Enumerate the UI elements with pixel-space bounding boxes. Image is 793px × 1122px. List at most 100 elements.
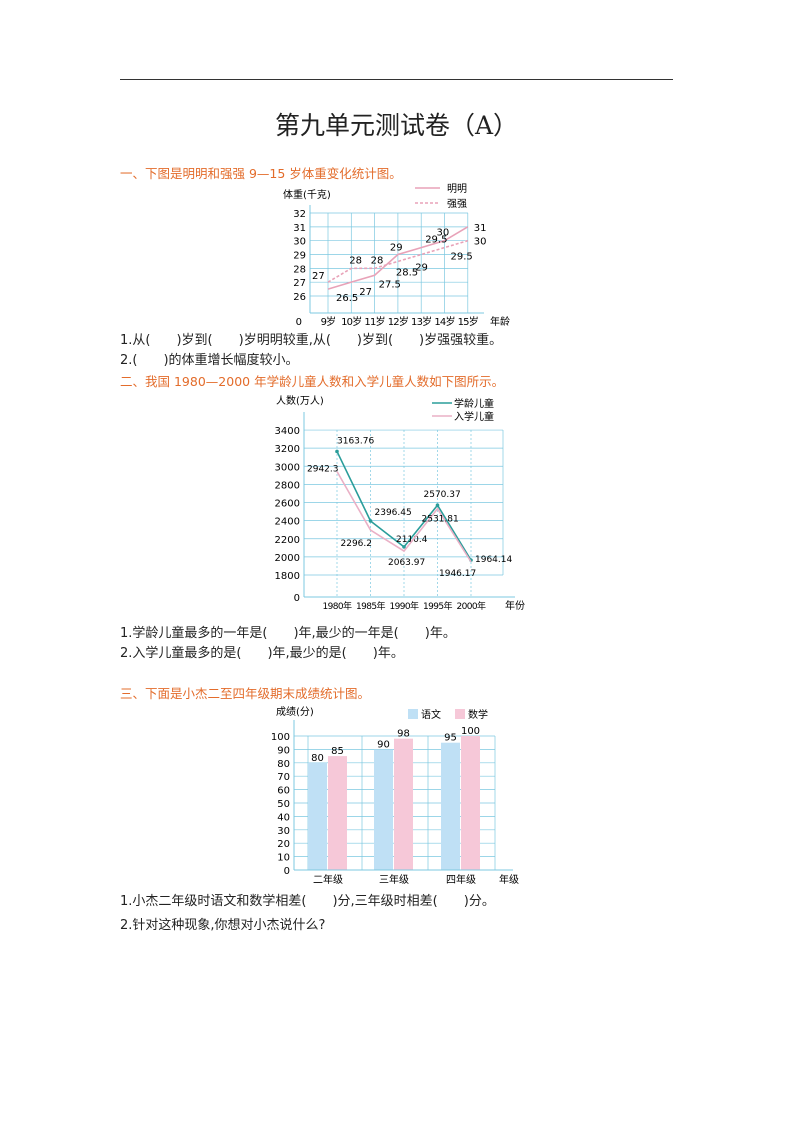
- header-rule: [120, 79, 673, 80]
- x-axis-label: 年级: [499, 873, 519, 886]
- legend-label: 学龄儿童: [454, 397, 494, 410]
- data-label: 27.5: [379, 279, 401, 290]
- data-label: 31: [474, 223, 487, 234]
- y-tick-label: 2600: [275, 499, 300, 510]
- y-tick-label: 26: [293, 292, 306, 303]
- legend-label: 强强: [447, 198, 467, 210]
- data-label: 2296.2: [341, 539, 373, 549]
- section-2-question-1: 1.学龄儿童最多的一年是( )年,最少的一年是( )年。: [120, 626, 456, 641]
- y-tick-label: 50: [277, 799, 290, 810]
- section-2-question-2: 2.入学儿童最多的是( )年,最少的是( )年。: [120, 646, 404, 661]
- x-tick-label: 三年级: [379, 873, 409, 886]
- data-label: 27: [312, 271, 325, 282]
- series-line-强强: [327, 239, 469, 283]
- y-tick-label: 29: [293, 251, 306, 262]
- data-label: 29: [415, 263, 428, 274]
- x-tick-label: 1985年: [356, 600, 386, 612]
- legend-label: 入学儿童: [454, 410, 494, 423]
- y-tick-label: 2000: [275, 553, 300, 564]
- origin-label: 0: [296, 317, 302, 328]
- section-1-question-1: 1.从( )岁到( )岁明明较重,从( )岁到( )岁强强较重。: [120, 333, 503, 348]
- y-tick-label: 80: [277, 759, 290, 770]
- data-label: 2570.37: [424, 490, 461, 500]
- section-3-heading: 三、下面是小杰二至四年级期末成绩统计图。: [120, 686, 371, 701]
- x-tick-label: 14岁: [434, 315, 454, 328]
- data-label: 90: [377, 739, 390, 750]
- data-point: [368, 519, 373, 523]
- data-label: 3163.76: [337, 436, 374, 446]
- y-tick-label: 3200: [275, 444, 300, 455]
- y-tick-label: 28: [293, 264, 306, 275]
- section-3-question-2: 2.针对这种现象,你想对小杰说什么?: [120, 918, 326, 933]
- data-label: 26.5: [336, 293, 358, 304]
- bar-数学: [461, 736, 480, 870]
- y-tick-label: 2400: [275, 517, 300, 528]
- x-tick-label: 9岁: [321, 315, 336, 328]
- y-tick-label: 70: [277, 772, 290, 783]
- data-label: 1946.17: [439, 569, 476, 579]
- y-axis-label: 人数(万人): [276, 394, 324, 407]
- y-tick-label: 30: [293, 237, 306, 248]
- x-axis-label: 年龄: [490, 315, 510, 328]
- data-label: 2942.3: [307, 465, 339, 475]
- y-tick-label: 100: [271, 732, 290, 743]
- section-2-heading: 二、我国 1980—2000 年学龄儿童人数和入学儿童人数如下图所示。: [120, 374, 505, 389]
- data-point: [335, 449, 339, 454]
- y-tick-label: 3000: [275, 462, 300, 473]
- data-label: 28: [349, 255, 362, 266]
- bar-数学: [394, 738, 413, 870]
- data-label: 30: [437, 228, 450, 239]
- section-1-question-2: 2.( )的体重增长幅度较小。: [120, 353, 299, 368]
- x-tick-label: 1990年: [390, 600, 420, 612]
- data-label: 28.5: [396, 267, 418, 278]
- series-line-明明: [327, 226, 469, 290]
- data-label: 27: [359, 287, 372, 298]
- y-tick-label: 2200: [275, 535, 300, 546]
- data-label: 29.5: [451, 252, 473, 263]
- data-label: 100: [461, 726, 480, 737]
- y-tick-label: 31: [293, 223, 306, 234]
- x-tick-label: 1995年: [423, 600, 453, 612]
- y-axis-label: 成绩(分): [276, 705, 314, 718]
- data-label: 30: [474, 237, 487, 248]
- y-axis-label: 体重(千克): [283, 188, 331, 201]
- x-tick-label: 10岁: [341, 315, 361, 328]
- data-label: 29.5: [425, 235, 447, 246]
- data-label: 2063.97: [388, 558, 425, 568]
- page-title: 第九单元测试卷（A）: [274, 111, 519, 140]
- bar-语文: [374, 749, 393, 870]
- series-line-入学儿童: [336, 471, 472, 563]
- data-label: 2396.45: [375, 508, 412, 518]
- legend-swatch: [408, 709, 418, 719]
- data-point: [435, 503, 440, 508]
- y-tick-label: 32: [293, 209, 306, 220]
- x-tick-label: 2000年: [457, 600, 487, 612]
- bar-语文: [308, 762, 327, 870]
- x-tick-label: 四年级: [446, 873, 476, 886]
- y-tick-label: 60: [277, 786, 290, 797]
- bar-语文: [441, 742, 460, 870]
- x-tick-label: 15岁: [458, 315, 478, 328]
- section-3-question-1: 1.小杰二年级时语文和数学相差( )分,三年级时相差( )分。: [120, 894, 495, 909]
- y-tick-label: 3400: [275, 426, 300, 437]
- x-tick-label: 二年级: [313, 873, 343, 886]
- x-tick-label: 11岁: [364, 315, 384, 328]
- data-point: [402, 545, 406, 549]
- origin-label: 0: [294, 593, 300, 604]
- data-label: 98: [397, 729, 410, 740]
- data-label: 2531.81: [422, 515, 459, 525]
- x-tick-label: 1980年: [323, 600, 353, 612]
- bar-数学: [328, 756, 347, 870]
- data-label: 85: [331, 746, 344, 757]
- data-label: 28: [371, 255, 384, 266]
- data-label: 29: [390, 243, 403, 254]
- data-label: 95: [444, 733, 457, 744]
- x-tick-label: 12岁: [388, 315, 408, 328]
- data-label: 80: [311, 753, 324, 764]
- legend-label: 数学: [468, 708, 488, 721]
- y-tick-label: 40: [277, 812, 290, 823]
